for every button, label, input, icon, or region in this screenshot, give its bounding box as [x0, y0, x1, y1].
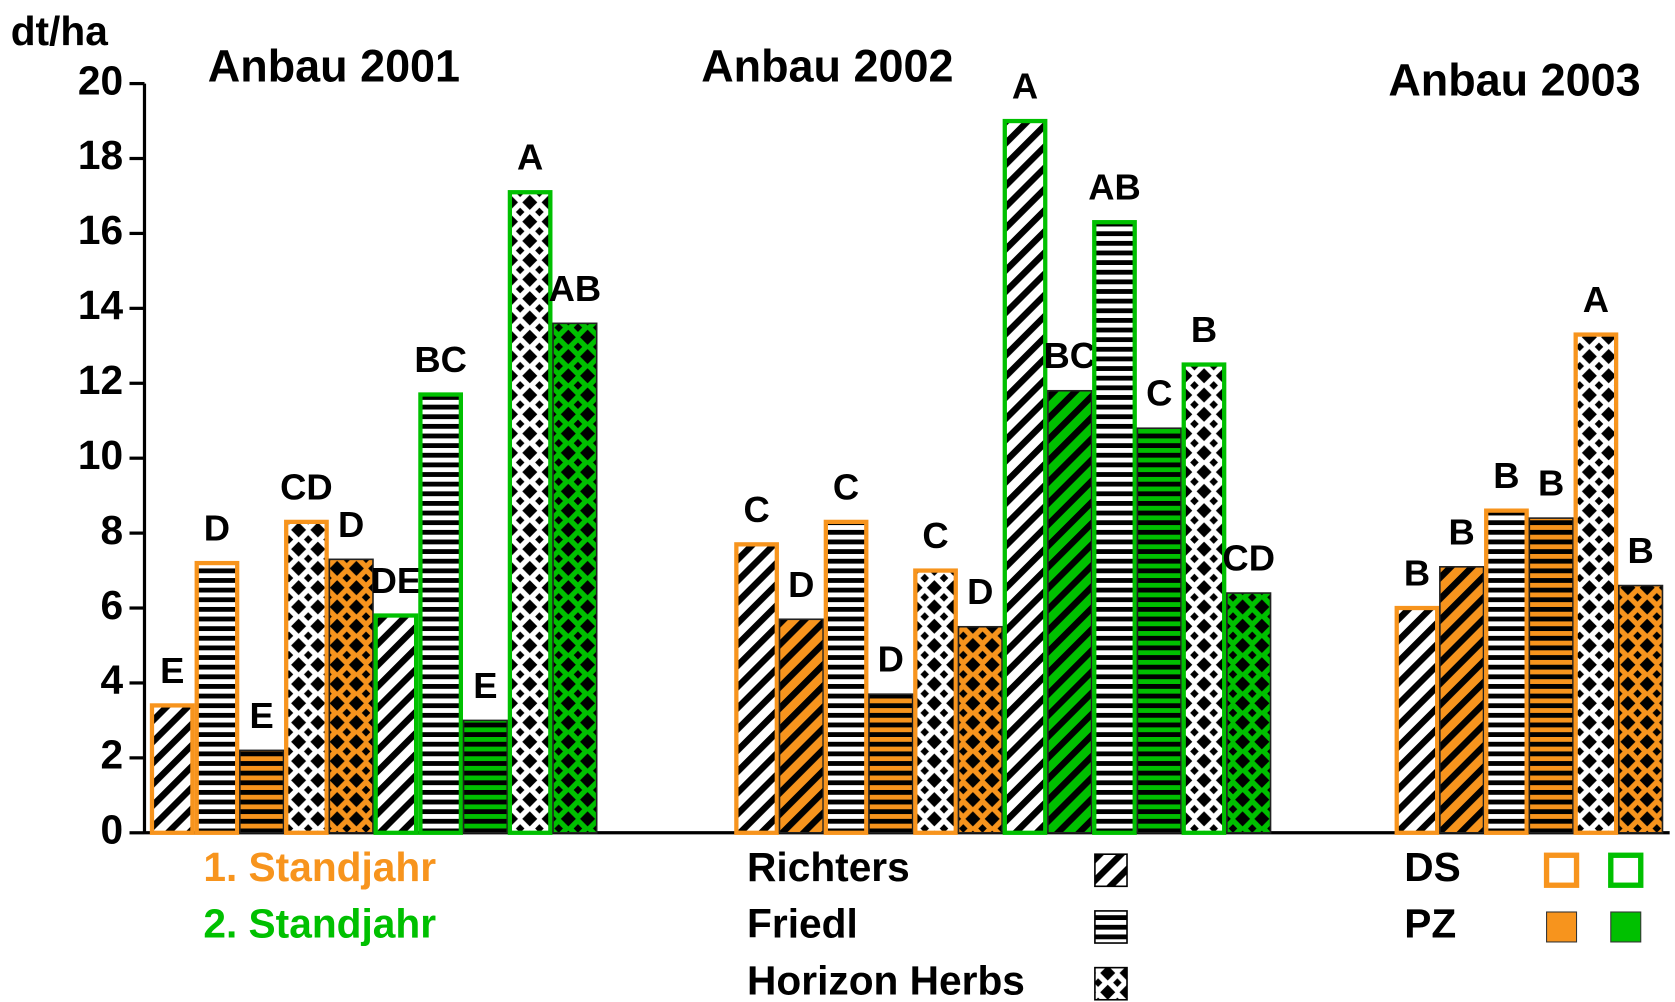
- significance-letter: A: [1012, 66, 1038, 107]
- legend-swatch: [1546, 911, 1578, 943]
- significance-letter: A: [1583, 279, 1609, 320]
- significance-letter: D: [204, 508, 230, 549]
- y-tick-label: 12: [78, 357, 123, 403]
- significance-letter: C: [833, 466, 859, 507]
- significance-letter: BC: [414, 339, 467, 380]
- significance-letter: C: [1146, 373, 1172, 414]
- bar: [1181, 362, 1227, 835]
- legend-swatch: [1543, 852, 1580, 888]
- bar: [1439, 566, 1485, 834]
- significance-letter: D: [338, 504, 364, 545]
- bar: [507, 190, 553, 835]
- group-title: Anbau 2001: [208, 41, 460, 92]
- bar: [1047, 389, 1093, 834]
- y-tick-label: 2: [100, 732, 123, 778]
- legend-treatment: PZ: [1404, 901, 1456, 947]
- bar: [1136, 427, 1182, 834]
- significance-letter: E: [250, 695, 274, 736]
- significance-letter: C: [922, 515, 948, 556]
- significance-letter: CD: [280, 466, 333, 507]
- y-tick-label: 20: [78, 57, 123, 103]
- significance-letter: B: [1538, 463, 1564, 504]
- bar: [373, 613, 419, 835]
- bar: [418, 392, 464, 835]
- bar: [552, 322, 598, 834]
- group-title: Anbau 2002: [701, 41, 953, 92]
- y-tick-label: 18: [78, 132, 123, 178]
- significance-letter: B: [1628, 530, 1654, 571]
- y-tick-label: 14: [78, 282, 124, 328]
- significance-letter: B: [1404, 553, 1430, 594]
- bar: [1002, 118, 1048, 835]
- significance-letter: A: [517, 137, 543, 178]
- group-title: Anbau 2003: [1388, 54, 1640, 105]
- bar: [1618, 584, 1664, 834]
- bar: [149, 703, 195, 835]
- legend-swatch: [1610, 911, 1642, 943]
- significance-letter: C: [743, 489, 769, 530]
- legend-standjahr: 2. Standjahr: [203, 901, 436, 947]
- significance-letter: D: [967, 571, 993, 612]
- bar: [734, 542, 779, 835]
- legend-variety: Horizon Herbs: [747, 957, 1025, 1002]
- bar: [1394, 605, 1440, 835]
- legend-variety: Richters: [747, 844, 910, 890]
- legend-standjahr: 1. Standjahr: [203, 844, 436, 890]
- bar: [1484, 508, 1529, 835]
- significance-letter: BC: [1043, 335, 1096, 376]
- legend-swatch: [1608, 852, 1644, 888]
- y-tick-label: 8: [100, 507, 123, 553]
- bar: [868, 693, 914, 834]
- legend-pattern: [1094, 853, 1128, 888]
- y-tick-label: 16: [78, 207, 123, 253]
- bar: [778, 618, 824, 834]
- significance-letter: D: [788, 564, 814, 605]
- bar: [284, 519, 329, 835]
- bar: [957, 625, 1003, 834]
- significance-letter: D: [878, 639, 904, 680]
- bar: [194, 560, 240, 835]
- significance-letter: CD: [1222, 538, 1275, 579]
- significance-letter: AB: [1088, 167, 1141, 208]
- bar: [328, 558, 374, 834]
- legend-variety: Friedl: [747, 901, 858, 947]
- y-tick-label: 4: [100, 657, 123, 703]
- bar: [1528, 517, 1574, 834]
- bar: [913, 568, 958, 835]
- y-tick-label: 10: [78, 432, 123, 478]
- y-axis-label: dt/ha: [11, 8, 109, 54]
- bar: [1226, 592, 1272, 834]
- significance-letter: E: [473, 665, 497, 706]
- significance-letter: DE: [371, 560, 422, 601]
- bar: [462, 719, 509, 834]
- significance-letter: B: [1191, 309, 1217, 350]
- bar: [1092, 220, 1137, 835]
- bar: [823, 519, 869, 835]
- significance-letter: B: [1449, 511, 1475, 552]
- legend-pattern: [1094, 910, 1128, 944]
- y-tick-label: 6: [100, 582, 123, 628]
- significance-letter: B: [1493, 455, 1519, 496]
- y-tick-label: 0: [100, 807, 123, 853]
- significance-letter: E: [160, 650, 184, 691]
- legend-pattern: [1094, 966, 1128, 1001]
- bar: [239, 749, 285, 834]
- significance-letter: AB: [549, 268, 602, 309]
- legend-treatment: DS: [1404, 844, 1460, 890]
- bar: [1573, 332, 1619, 835]
